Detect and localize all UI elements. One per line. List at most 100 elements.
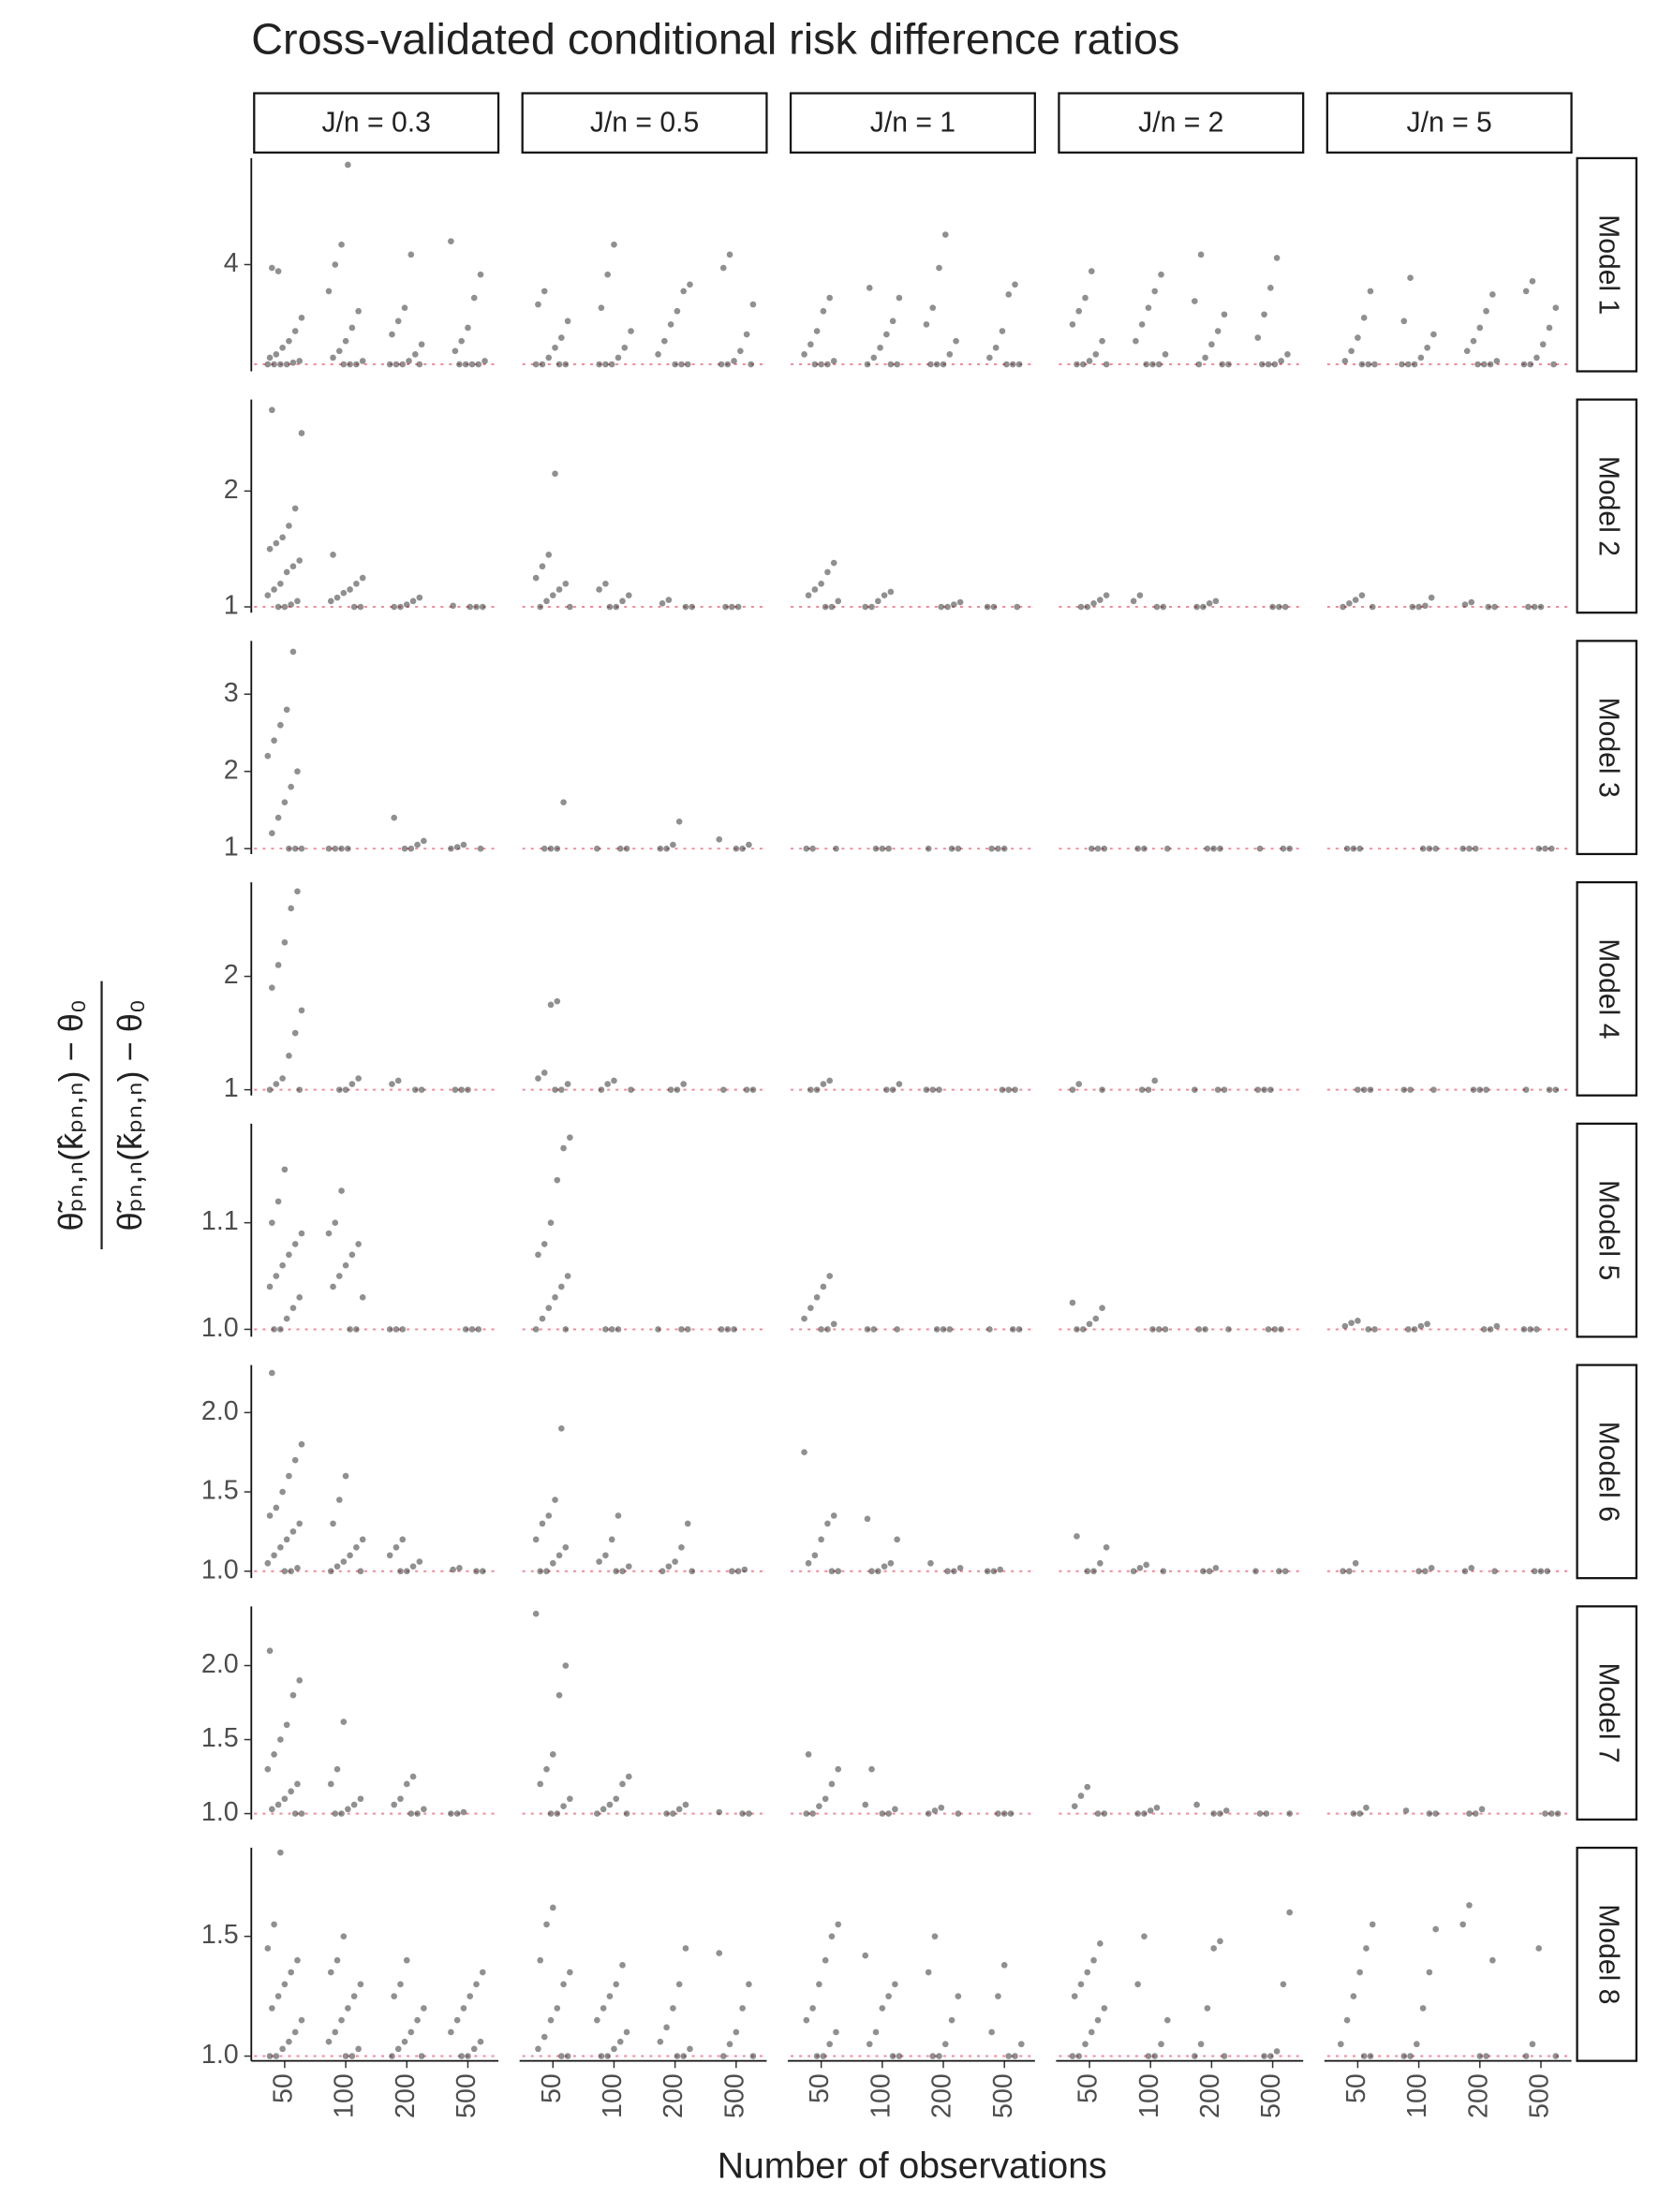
point (663, 2024, 670, 2031)
point (879, 845, 886, 852)
point (460, 1808, 467, 1816)
point (539, 1315, 546, 1322)
point (657, 2038, 664, 2045)
point (1134, 845, 1141, 852)
point (739, 845, 746, 852)
point (1280, 845, 1287, 852)
point (813, 2053, 821, 2059)
point (289, 563, 297, 570)
point (661, 337, 668, 345)
point (623, 1810, 630, 1817)
point (748, 361, 754, 368)
point (277, 580, 284, 587)
point (628, 328, 634, 334)
point (350, 1801, 358, 1808)
point (477, 271, 484, 278)
point (386, 1326, 393, 1333)
point (1276, 603, 1282, 611)
point (1101, 845, 1108, 852)
point (277, 721, 284, 729)
point (543, 1921, 550, 1928)
point (606, 603, 614, 611)
point (1350, 1810, 1357, 1817)
point (397, 603, 404, 611)
point (682, 1801, 689, 1808)
point (835, 1568, 842, 1575)
point (330, 1520, 336, 1527)
point (675, 1981, 683, 1988)
point (1280, 1981, 1287, 1988)
point (955, 1810, 962, 1817)
point (332, 845, 339, 852)
point (1256, 1810, 1264, 1817)
point (1258, 361, 1266, 368)
point (456, 1565, 463, 1571)
point (281, 1568, 289, 1575)
point (271, 1326, 277, 1333)
point (602, 1552, 609, 1559)
point (1149, 1326, 1156, 1333)
point (545, 354, 553, 361)
point (1537, 1568, 1545, 1575)
point (567, 1969, 573, 1976)
point (889, 1086, 896, 1093)
point (1550, 361, 1557, 368)
point (739, 1810, 746, 1817)
point (330, 1283, 336, 1290)
point (946, 1326, 954, 1333)
point (452, 347, 459, 355)
point (347, 1552, 353, 1559)
point (594, 2016, 600, 2024)
point (803, 2016, 810, 2024)
point (1278, 1326, 1284, 1333)
point (277, 1849, 284, 1856)
point (547, 2016, 555, 2024)
x-tick-label: 200 (391, 2073, 421, 2118)
point (421, 1806, 427, 1813)
point (458, 1086, 465, 1093)
point (283, 706, 290, 714)
point (606, 1993, 614, 1999)
point (560, 1803, 567, 1809)
point (274, 1198, 282, 1205)
point (1075, 2053, 1083, 2059)
point (1090, 600, 1097, 607)
x-tick-label: 500 (719, 2073, 749, 2118)
point (389, 2053, 395, 2059)
point (892, 1981, 898, 1988)
point (460, 841, 467, 848)
point (805, 1559, 812, 1567)
point (552, 1086, 558, 1093)
point (1015, 1326, 1023, 1333)
point (866, 285, 873, 291)
point (1352, 1559, 1359, 1567)
point (803, 845, 810, 852)
point (619, 597, 626, 605)
row-strip-label: Model 6 (1592, 1422, 1623, 1522)
point (554, 845, 561, 852)
point (1483, 2053, 1489, 2059)
point (541, 845, 548, 852)
point (822, 603, 829, 611)
point (460, 2005, 467, 2012)
point (1544, 1568, 1551, 1575)
point (403, 1568, 410, 1575)
point (801, 351, 807, 358)
point (1476, 2053, 1484, 2059)
point (885, 1993, 892, 1999)
point (294, 768, 301, 775)
point (995, 845, 1001, 852)
point (594, 845, 600, 852)
point (386, 1552, 393, 1559)
point (269, 1369, 275, 1377)
point (288, 601, 294, 608)
point (1407, 1086, 1414, 1093)
point (1141, 1933, 1148, 1939)
point (1149, 361, 1156, 368)
point (1463, 347, 1471, 355)
point (333, 1765, 341, 1773)
point (564, 1081, 571, 1087)
point (600, 2005, 607, 2012)
point (807, 1305, 814, 1312)
point (1367, 1086, 1374, 1093)
